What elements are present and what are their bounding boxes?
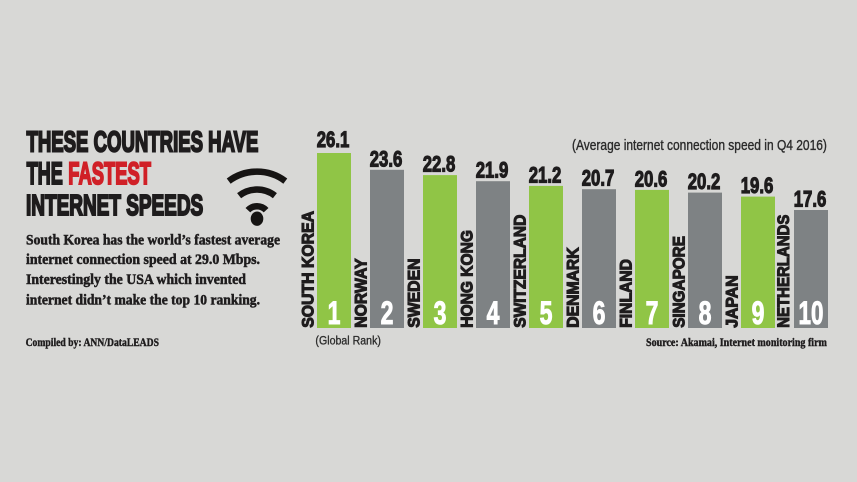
svg-text:THESE COUNTRIES HAVE: THESE COUNTRIES HAVE	[27, 126, 259, 158]
svg-text:2: 2	[381, 295, 394, 331]
svg-text:(Global Rank): (Global Rank)	[315, 335, 381, 348]
svg-text:JAPAN: JAPAN	[723, 275, 742, 327]
svg-text:8: 8	[699, 295, 712, 331]
svg-text:THE: THE	[27, 157, 63, 191]
svg-text:Compiled by: ANN/DataLEADS: Compiled by: ANN/DataLEADS	[26, 337, 160, 349]
svg-text:FASTEST: FASTEST	[68, 155, 151, 192]
svg-text:3: 3	[434, 295, 447, 331]
svg-text:HONG KONG: HONG KONG	[458, 230, 477, 328]
svg-text:20.2: 20.2	[688, 170, 721, 195]
svg-text:20.7: 20.7	[582, 166, 615, 191]
svg-text:South Korea has the world’s fa: South Korea has the world’s fastest aver…	[26, 232, 280, 249]
svg-text:SWEDEN: SWEDEN	[405, 258, 424, 327]
svg-text:5: 5	[540, 295, 553, 331]
svg-text:Interestingly the USA which in: Interestingly the USA which invented	[26, 272, 246, 288]
svg-text:6: 6	[593, 295, 606, 331]
svg-text:FINLAND: FINLAND	[617, 259, 636, 328]
svg-text:internet connection speed at 2: internet connection speed at 29.0 Mbps.	[26, 252, 260, 268]
svg-text:7: 7	[646, 295, 659, 331]
svg-text:NORWAY: NORWAY	[352, 258, 371, 327]
svg-text:10: 10	[799, 295, 824, 331]
svg-text:19.6: 19.6	[741, 174, 774, 199]
svg-text:1: 1	[328, 295, 341, 331]
svg-text:4: 4	[487, 295, 500, 331]
svg-text:20.6: 20.6	[635, 167, 668, 192]
svg-text:17.6: 17.6	[794, 187, 827, 212]
svg-text:INTERNET SPEEDS: INTERNET SPEEDS	[26, 190, 203, 222]
svg-text:21.9: 21.9	[476, 158, 509, 183]
svg-text:DENMARK: DENMARK	[564, 247, 583, 328]
svg-text:23.6: 23.6	[370, 147, 403, 172]
svg-text:26.1: 26.1	[317, 128, 350, 153]
svg-text:(Average internet connection s: (Average internet connection speed in Q4…	[572, 137, 827, 153]
svg-text:SWITZERLAND: SWITZERLAND	[511, 214, 530, 327]
svg-text:NETHERLANDS: NETHERLANDS	[774, 214, 793, 327]
svg-text:SINGAPORE: SINGAPORE	[670, 236, 689, 328]
svg-text:21.2: 21.2	[529, 163, 562, 188]
svg-text:Source: Akamai, Internet monit: Source: Akamai, Internet monitoring firm	[646, 336, 827, 349]
svg-text:9: 9	[752, 295, 765, 331]
svg-text:internet didn’t make the top 1: internet didn’t make the top 10 ranking.	[26, 292, 260, 309]
svg-text:SOUTH KOREA: SOUTH KOREA	[299, 211, 318, 328]
svg-text:22.8: 22.8	[423, 152, 456, 177]
